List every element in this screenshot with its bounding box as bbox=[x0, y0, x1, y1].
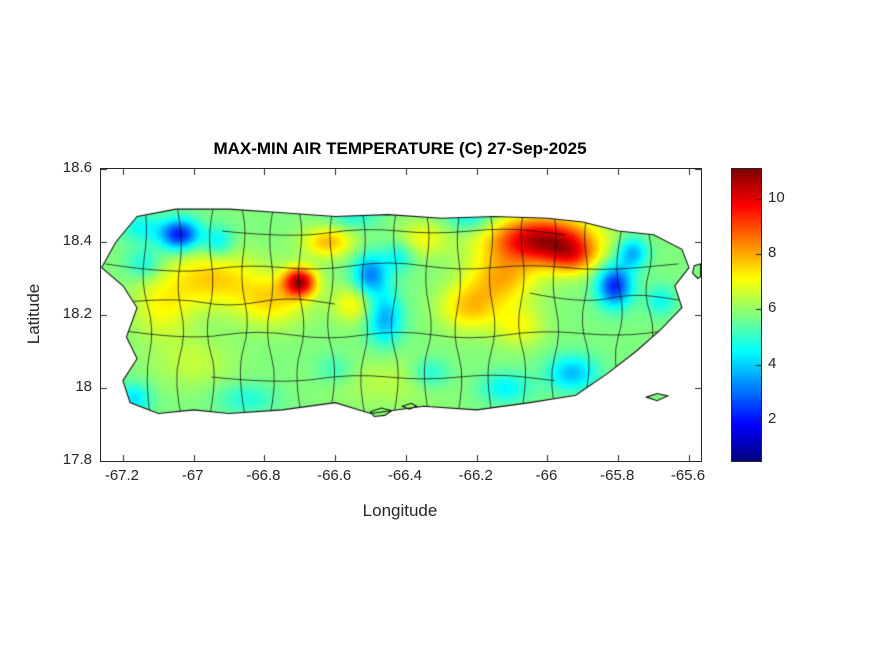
y-tick-label: 18.6 bbox=[62, 159, 92, 176]
x-tick-label: -66.4 bbox=[387, 467, 423, 484]
heatmap-canvas bbox=[101, 169, 701, 461]
colorbar-tick-label: 10 bbox=[768, 189, 785, 207]
colorbar-tick-label: 6 bbox=[768, 299, 777, 317]
colorbar-tick-label: 8 bbox=[768, 244, 777, 262]
colorbar-tick-label: 4 bbox=[768, 354, 777, 372]
y-tick-label: 18 bbox=[75, 378, 92, 395]
colorbar-canvas bbox=[732, 169, 761, 461]
colorbar bbox=[731, 168, 762, 462]
plot-area bbox=[100, 168, 702, 462]
x-tick-label: -66.2 bbox=[458, 467, 493, 484]
x-tick-label: -66.8 bbox=[246, 467, 281, 484]
y-tick-label: 18.2 bbox=[62, 305, 92, 322]
y-tick-label: 17.8 bbox=[62, 451, 92, 468]
x-tick-label: -66 bbox=[535, 467, 558, 484]
x-axis-label: Longitude bbox=[362, 501, 438, 520]
x-tick-label: -65.8 bbox=[600, 467, 635, 484]
x-tick-label: -67 bbox=[181, 467, 204, 484]
x-tick-label: -66.6 bbox=[317, 467, 352, 484]
colorbar-tick-label: 2 bbox=[768, 409, 777, 427]
x-tick-label: -67.2 bbox=[104, 467, 140, 484]
x-tick-label: -65.6 bbox=[670, 467, 706, 484]
y-tick-label: 18.4 bbox=[62, 232, 92, 249]
chart-title: MAX-MIN AIR TEMPERATURE (C) 27-Sep-2025 bbox=[213, 139, 587, 158]
